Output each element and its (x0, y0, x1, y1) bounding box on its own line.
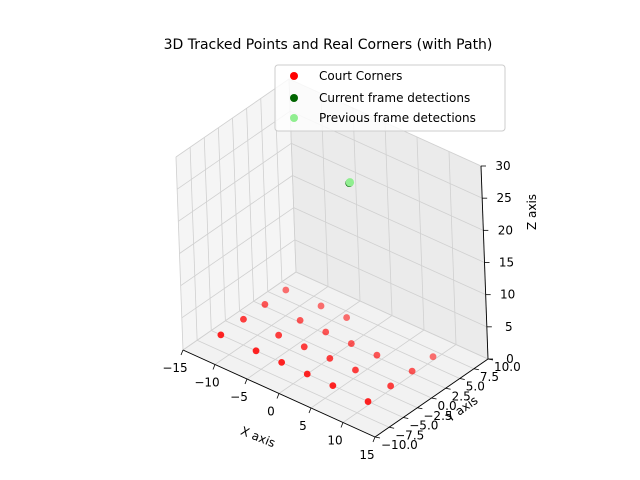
gridline-y-floor (196, 339, 390, 428)
y-tick-mark (417, 407, 423, 410)
y-tick-label: −10.0 (381, 438, 418, 452)
court-corner-point (303, 370, 311, 378)
previous-frame-point (345, 178, 355, 187)
court-corner-point (296, 316, 304, 324)
court-corner-point (252, 347, 260, 355)
court-corner-point (275, 331, 283, 339)
y-tick-mark (403, 417, 409, 419)
gridline-z-side (181, 239, 296, 319)
x-tick-mark (212, 364, 216, 370)
y-tick-label: 7.5 (480, 370, 499, 384)
x-tick-label: 15 (359, 448, 374, 462)
legend-marker-current-frame (290, 94, 298, 102)
court-corner-point (387, 382, 395, 390)
y-tick-mark (459, 378, 465, 380)
z-tick-label: 10 (500, 288, 515, 302)
gridline-z-back (293, 207, 486, 296)
x-tick-label: −15 (162, 361, 187, 375)
court-corner-point (317, 302, 325, 310)
gridline-z-back (292, 175, 485, 263)
y-tick-label: 5.0 (466, 380, 485, 394)
gridline-z-side (179, 175, 293, 254)
x-tick-label: 10 (327, 434, 342, 448)
x-tick-mark (244, 378, 248, 385)
court-corner-point (326, 355, 334, 362)
y-tick-label: −2.5 (423, 409, 452, 423)
y-tick-mark (445, 387, 451, 390)
data-points (217, 178, 437, 405)
court-corner-point (364, 398, 372, 405)
legend-label-current-frame: Current frame detections (319, 91, 470, 105)
court-corner-point (347, 340, 355, 347)
x-tick-label: 5 (299, 419, 307, 433)
y-tick-mark (431, 397, 437, 400)
gridline-z-side (180, 207, 294, 286)
chart-title: 3D Tracked Points and Real Corners (with… (164, 37, 493, 53)
z-axis-label: Z axis (525, 194, 539, 230)
z-tick-label: 0 (506, 352, 514, 366)
z-tick-label: 30 (495, 159, 510, 173)
z-tick-label: 25 (497, 191, 512, 205)
court-corner-point (282, 286, 290, 294)
x-tick-mark (308, 407, 312, 414)
y-tick-mark (389, 426, 395, 429)
x-tick-label: 0 (267, 405, 275, 419)
x-tick-label: −10 (194, 376, 219, 390)
z-tick-label: 5 (505, 320, 513, 334)
legend-box (274, 64, 506, 132)
z-tick-label: 20 (498, 223, 513, 237)
y-tick-mark (374, 436, 381, 439)
court-corner-point (217, 331, 225, 339)
x-tick-mark (180, 349, 184, 356)
x-tick-mark (372, 436, 376, 443)
court-corner-point (408, 367, 416, 375)
court-corner-point (322, 328, 330, 336)
x-tick-label: −5 (230, 390, 248, 404)
court-corner-point (300, 343, 308, 351)
court-corner-point (373, 351, 381, 359)
legend: Court Corners Current frame detections P… (274, 64, 506, 132)
y-tick-label: −5.0 (409, 419, 438, 433)
court-corner-point (343, 314, 351, 321)
court-corner-point (240, 315, 247, 323)
axis-ticks: −15 −10 −5 0 5 10 15 −10.0−7.5−5.0−2.50.02.55.0… (162, 159, 520, 462)
court-corner-point (352, 366, 359, 374)
legend-label-previous-frame: Previous frame detections (319, 111, 476, 125)
legend-marker-court-corners (290, 72, 298, 80)
gridline-z-back (294, 239, 487, 328)
y-tick-label: 2.5 (452, 389, 471, 403)
x-axis-label: X axis (239, 424, 278, 450)
gridline-y-floor (281, 281, 475, 370)
y-tick-mark (473, 368, 479, 371)
y-tick-label: 10.0 (494, 360, 521, 374)
gridline-y-floor (267, 291, 460, 379)
x-tick-mark (276, 393, 280, 399)
y-tick-label: −7.5 (395, 428, 424, 442)
court-corner-point (261, 301, 269, 308)
gridline-y-floor (225, 320, 418, 409)
court-corner-point (329, 382, 337, 389)
gridline-z-side (176, 110, 291, 190)
z-tick-label: 15 (499, 256, 514, 270)
legend-label-court-corners: Court Corners (319, 69, 402, 83)
court-corner-point (429, 353, 437, 361)
y-tick-label: 0.0 (438, 399, 457, 413)
gridline-z-back (291, 142, 484, 231)
legend-marker-previous-frame (290, 114, 298, 122)
gridline-z-back (295, 271, 489, 360)
gridline-y-floor (239, 310, 432, 399)
court-corner-point (278, 359, 286, 366)
gridline-z-side (182, 271, 297, 351)
x-tick-mark (340, 422, 344, 428)
gridline-z-side (175, 78, 290, 158)
gridline-z-side (178, 143, 292, 222)
